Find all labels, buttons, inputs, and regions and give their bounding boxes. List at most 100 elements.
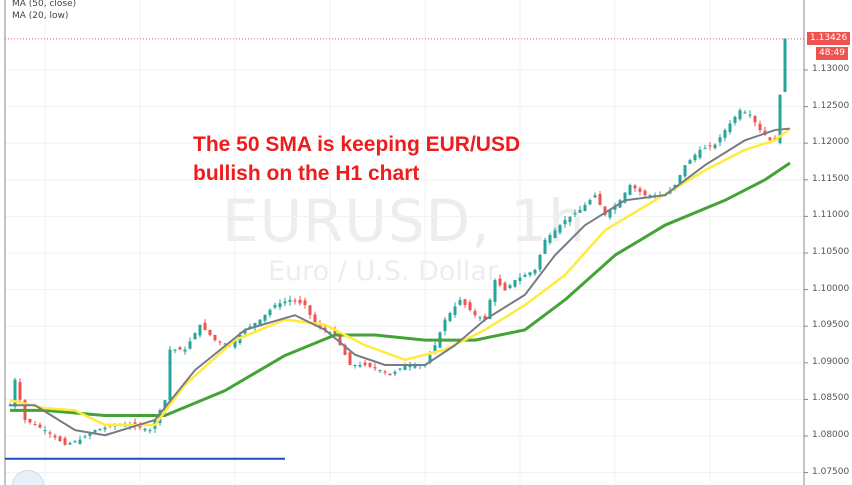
- candle-body: [578, 209, 582, 213]
- candle-body: [543, 239, 547, 254]
- candle-body: [633, 185, 637, 189]
- candle-body: [188, 341, 192, 349]
- candle-body: [758, 123, 762, 131]
- candle-body: [698, 149, 702, 158]
- candle-body: [583, 204, 587, 211]
- candle-body: [403, 364, 407, 371]
- candle-body: [518, 277, 522, 281]
- candle-body: [78, 439, 82, 444]
- candle-body: [508, 285, 512, 289]
- candle-body: [373, 367, 377, 369]
- legend-ma20[interactable]: MA (20, low): [12, 11, 69, 21]
- candle-body: [558, 225, 562, 233]
- bar-countdown-label: 48:49: [816, 47, 848, 60]
- candle-body: [428, 355, 432, 363]
- candle-body: [163, 400, 167, 411]
- candle-body: [338, 333, 342, 345]
- candle-body: [53, 435, 57, 438]
- annotation-line-1: The 50 SMA is keeping EUR/USD: [193, 133, 521, 156]
- candle-body: [383, 371, 387, 373]
- candle-body: [433, 345, 437, 353]
- candle-body: [203, 322, 207, 330]
- indicator-legend: MA (50, close) MA (20, low): [12, 0, 76, 22]
- candle-body: [593, 195, 597, 198]
- candle-body: [273, 304, 277, 308]
- candle-body: [28, 418, 32, 423]
- candle-body: [218, 341, 222, 343]
- candle-body: [723, 130, 727, 138]
- y-tick-label: 1.08000: [812, 430, 850, 440]
- y-tick-label: 1.10000: [812, 283, 850, 294]
- candle-body: [208, 329, 212, 335]
- candle-body: [533, 269, 537, 274]
- candle-body: [263, 314, 267, 321]
- candle-body: [493, 280, 497, 302]
- candle-body: [393, 371, 397, 374]
- candle-body: [448, 313, 452, 321]
- candle-body: [678, 175, 682, 184]
- ma-20-line: [9, 127, 791, 427]
- candle-body: [303, 300, 307, 305]
- candle-body: [198, 324, 202, 336]
- candle-body: [683, 165, 687, 177]
- y-tick-label: 1.09500: [812, 320, 850, 331]
- candle-body: [648, 195, 652, 197]
- watermark-description: Euro / U.S. Dollar: [268, 256, 499, 287]
- watermark-symbol: EURUSD, 1h: [222, 187, 586, 255]
- candle-body: [783, 38, 787, 92]
- candle-body: [753, 116, 757, 123]
- y-tick-label: 1.11000: [812, 210, 850, 221]
- candle-body: [693, 154, 697, 161]
- candle-body: [298, 299, 302, 304]
- candle-body: [388, 373, 392, 376]
- candle-body: [728, 123, 732, 132]
- annotation-line-2: bullish on the H1 chart: [193, 162, 420, 185]
- candle-body: [713, 144, 717, 148]
- candle-body: [223, 343, 227, 345]
- candle-body: [333, 329, 337, 335]
- candle-body: [83, 436, 87, 438]
- candle-body: [288, 299, 292, 302]
- candle-body: [38, 424, 42, 428]
- candle-body: [478, 317, 482, 319]
- candle-body: [588, 200, 592, 205]
- candle-body: [168, 349, 172, 401]
- candle-body: [748, 114, 752, 116]
- candle-body: [48, 432, 52, 434]
- ma-gray-line: [10, 127, 791, 437]
- candle-body: [368, 363, 372, 367]
- candle-body: [233, 340, 237, 348]
- candle-body: [93, 430, 97, 433]
- candle-body: [213, 335, 217, 341]
- candle-body: [13, 379, 17, 407]
- candle-body: [88, 433, 92, 436]
- y-tick-label: 1.11500: [812, 173, 850, 184]
- candle-body: [18, 382, 22, 400]
- candle-body: [268, 309, 272, 316]
- candle-body: [598, 194, 602, 206]
- candle-body: [258, 319, 262, 326]
- candle-body: [503, 283, 507, 291]
- candle-body: [183, 349, 187, 352]
- legend-ma50[interactable]: MA (50, close): [12, 0, 77, 9]
- candle-body: [628, 184, 632, 195]
- candle-body: [623, 192, 627, 203]
- candle-body: [358, 364, 362, 367]
- annotation-text: The 50 SMA is keeping EUR/USD bullish on…: [193, 130, 520, 188]
- candle-body: [608, 210, 612, 218]
- candle-body: [468, 302, 472, 311]
- last-price-label: 1.13426: [807, 32, 851, 45]
- candle-body: [498, 278, 502, 286]
- candle-body: [308, 305, 312, 315]
- candle-body: [443, 319, 447, 332]
- candle-body: [643, 190, 647, 196]
- candle-body: [143, 428, 147, 431]
- candle-body: [278, 303, 282, 308]
- candle-body: [58, 436, 62, 442]
- candle-body: [283, 301, 287, 304]
- candle-body: [408, 364, 412, 368]
- candle-body: [563, 220, 567, 225]
- candle-body: [43, 430, 47, 432]
- candle-body: [293, 300, 297, 302]
